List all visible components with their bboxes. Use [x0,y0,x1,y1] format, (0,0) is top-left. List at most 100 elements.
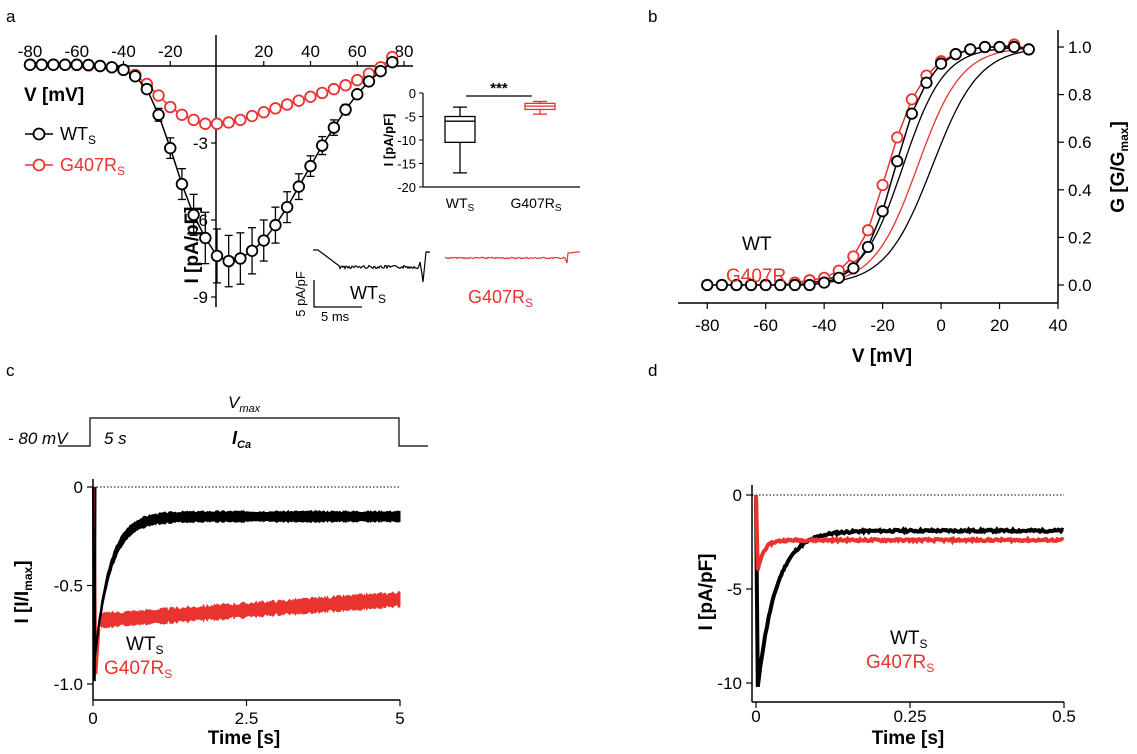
a-g407r-point [187,113,200,127]
b-x-tick-label: 40 [1049,316,1068,335]
b-wt-point [934,57,948,70]
a-x-tick-label: -20 [158,42,183,61]
a-wt-point [269,218,282,232]
b-wt-point [744,278,758,292]
legend-g407r-label: G407R [60,155,117,175]
c-x-tick-label: 2.5 [235,709,259,728]
trace-wt-sub: S [378,292,386,306]
b-wt-point [730,278,743,292]
b-wt-point [1008,40,1021,54]
protocol-holding: - 80 mV [8,429,69,448]
a-g407r-point [315,86,329,100]
svg-text:WTS: WTS [60,124,96,147]
b-y-tick-label: 0.0 [1068,276,1092,295]
panel-a-y-label: I [pA/pF] [182,206,203,283]
a-wt-point [210,249,224,263]
legend-g407r-sub: S [117,164,125,178]
a-g407r-point [152,89,165,102]
panel-b-x-ticks: -80 -60 -40 -20 0 20 40 [695,303,1068,335]
panel-d-series [754,494,1065,688]
a-g407r-point [234,113,247,127]
a-x-tick-label: -60 [64,42,89,61]
a-x-tick-label: -40 [111,42,136,61]
a-wt-point [280,200,294,214]
panel-c-y-label: I [I/I [12,591,33,624]
a-wt-point [199,231,212,245]
a-g407r-point [351,73,364,87]
panel-a-x-ticks: -80 -60 -40 -20 20 40 60 80 [18,42,413,66]
a-g407r-point [339,79,352,92]
inset-wt-box [444,115,476,144]
inset-y-label: I [pA/pF] [381,114,396,167]
a-x-tick-label: 60 [348,42,367,61]
a-wt-point [245,244,259,258]
b-wt-point [964,43,977,56]
panel-b-series [701,38,1035,292]
panel-c-legend-g407r: G407R [104,658,164,679]
panel-c-legend-wt: WT [126,634,156,655]
panel-b-y-label: G [G/G [1108,152,1129,213]
a-wt-point [82,58,95,72]
panel-d-legend-g407r: G407R [866,652,926,673]
b-wt-point [774,278,787,292]
b-wt-point [993,40,1006,54]
panel-c-x-label: Time [s] [208,728,281,749]
panel-b-legend-g407r: G407R [726,266,786,287]
b-wt-point [788,278,802,292]
panel-b-y-label-end: ] [1108,121,1129,127]
panel-c-y-label-end: ] [12,560,33,566]
svg-text:G407RS: G407RS [60,155,125,178]
c-wt-onset [92,486,97,682]
c-x-tick-label: 0 [88,709,97,728]
scale-bar [313,280,362,308]
a-g407r-point [164,100,177,114]
b-wt-point [803,278,816,292]
b-wt-fit [794,46,1029,285]
panel-a: a -80 -60 -40 -20 20 40 60 80 -3-6-9 V [mV] I [… [6,7,581,324]
a-wt-point [234,252,247,265]
a-wt-point [117,63,130,77]
c-y-tick-label: -0.5 [54,577,83,596]
a-g407r-point [327,82,341,96]
b-wt-point [861,240,875,254]
inset-boxes [444,100,556,174]
a-g407r-point [199,117,212,130]
svg-text:G407RS: G407RS [866,652,934,675]
a-x-tick-label: 20 [254,42,273,61]
b-g407r-point [905,93,918,106]
panel-c-x-ticks: 0 2.5 5 [88,700,405,728]
svg-text:I [I/Imax]: I [I/Imax] [12,560,35,623]
panel-d-y-ticks: 0 -5 -10 [717,486,752,693]
panel-d-x-ticks: 0 0.25 0.5 [751,702,1076,726]
b-wt-point [920,76,933,89]
panel-a-inset-boxplot: 0-5-10-15-20 I [pA/pF] *** WTS G407RS [381,80,580,214]
d-g407r-trace [754,494,1065,571]
c-y-tick-label: -1.0 [54,675,83,694]
b-y-tick-label: 0.2 [1068,228,1092,247]
b-wt-point [876,205,889,218]
a-g407r-point [210,117,224,130]
panel-d-legend-g407r-sub: S [926,661,934,675]
panel-c-y-ticks: 0 -0.5 -1.0 [54,478,93,694]
b-g407r-fit [794,47,1029,285]
scale-bar-x-label: 5 ms [321,309,350,324]
panel-a-letter: a [6,7,16,26]
a-g407r-point [175,108,189,121]
a-wt-point [257,234,270,247]
a-wt-point [386,55,399,69]
a-x-tick-label: -80 [18,42,43,61]
b-g407r-point [861,224,875,237]
legend-g407r-marker [32,158,46,172]
a-wt-point [105,61,119,74]
a-wt-point [339,103,352,116]
svg-text:Vmax: Vmax [228,393,261,415]
panel-b-y-label-sub: max [1117,127,1131,151]
panel-d-legend-wt-sub: S [920,637,928,651]
b-g407r-point [847,250,860,263]
a-g407r-point [257,105,270,119]
panel-d-y-label: I [pA/pF] [696,553,717,630]
protocol-vmax: V [228,393,241,412]
b-wt-point [905,107,918,120]
a-wt-point [374,64,387,78]
panel-b-x-label: V [mV] [852,346,912,367]
